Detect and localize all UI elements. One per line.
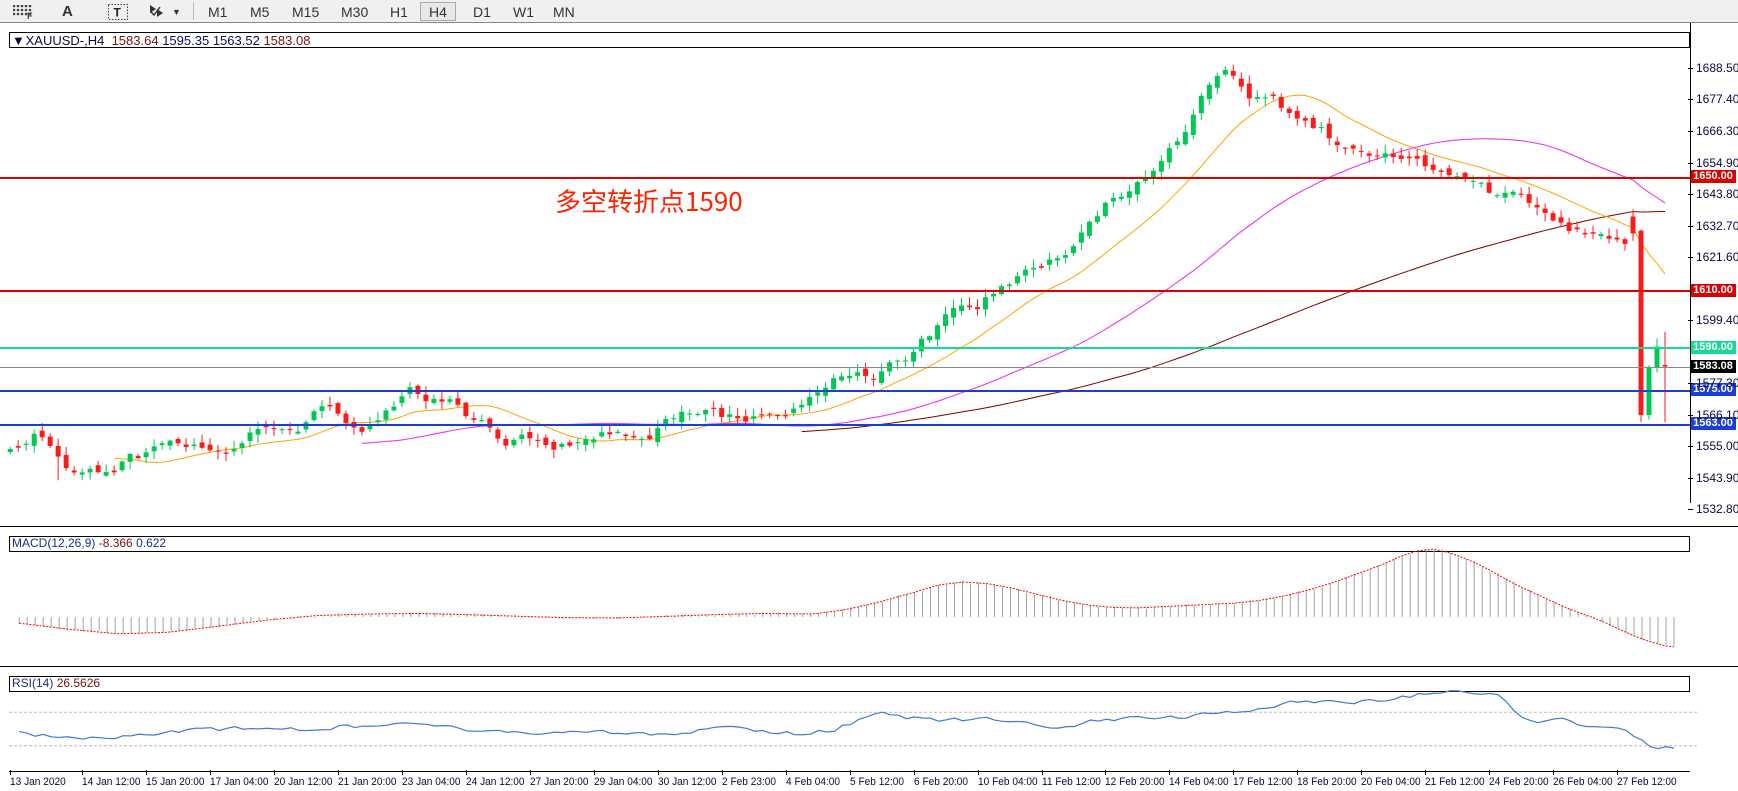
svg-text:T: T xyxy=(114,5,122,19)
svg-text:F: F xyxy=(27,11,33,19)
